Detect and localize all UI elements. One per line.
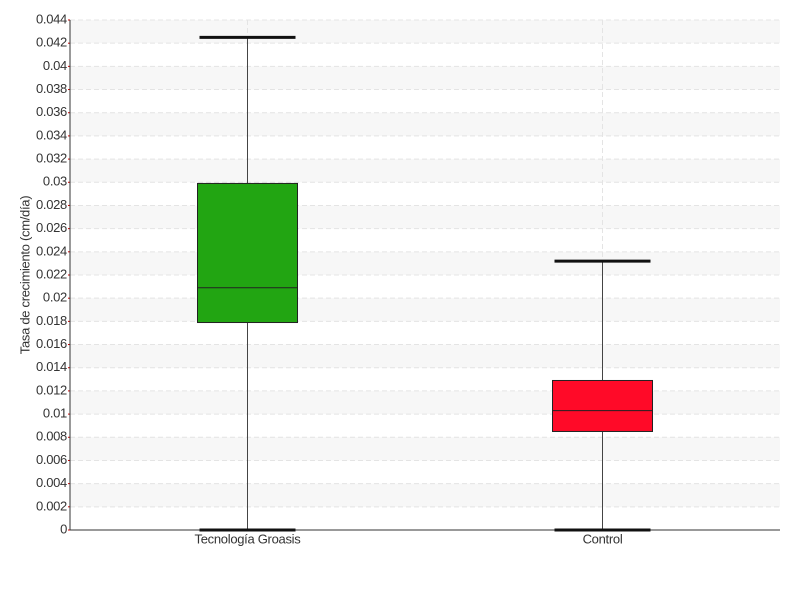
y-tick-label: 0.034 [36, 127, 67, 142]
y-tick-label: 0.03 [43, 174, 67, 189]
y-tick-label: 0.004 [36, 475, 67, 490]
y-tick-label: 0.032 [36, 151, 67, 166]
grid-band [70, 112, 780, 136]
y-tick-label: 0.008 [36, 429, 67, 444]
y-axis-label: Tasa de crecimiento (cm/día) [17, 196, 32, 355]
y-tick-label: 0 [60, 521, 67, 536]
y-tick-label: 0.022 [36, 266, 67, 281]
x-tick-label: Control [583, 531, 623, 546]
y-tick-label: 0.042 [36, 35, 67, 50]
y-tick-label: 0.012 [36, 382, 67, 397]
y-tick-label: 0.044 [36, 11, 67, 26]
y-tick-label: 0.04 [43, 58, 67, 73]
grid-band [70, 251, 780, 275]
y-tick-label: 0.038 [36, 81, 67, 96]
y-tick-label: 0.016 [36, 336, 67, 351]
y-tick-label: 0.006 [36, 452, 67, 467]
y-tick-label: 0.024 [36, 243, 67, 258]
grid-band [70, 483, 780, 507]
box [197, 182, 298, 324]
y-tick-label: 0.036 [36, 104, 67, 119]
y-tick-label: 0.028 [36, 197, 67, 212]
grid-band [70, 66, 780, 90]
grid-band [70, 344, 780, 368]
grid-band [70, 20, 780, 44]
y-tick-label: 0.002 [36, 498, 67, 513]
y-tick-label: 0.02 [43, 290, 67, 305]
grid-band [70, 205, 780, 229]
grid-band [70, 159, 780, 183]
y-tick-label: 0.026 [36, 220, 67, 235]
grid-band [70, 298, 780, 322]
grid-band [70, 437, 780, 461]
y-tick-label: 0.01 [43, 406, 67, 421]
x-tick-label: Tecnología Groasis [195, 531, 302, 546]
grid-band [70, 390, 780, 415]
y-tick-label: 0.014 [36, 359, 67, 374]
y-tick-label: 0.018 [36, 313, 67, 328]
box [552, 379, 653, 432]
